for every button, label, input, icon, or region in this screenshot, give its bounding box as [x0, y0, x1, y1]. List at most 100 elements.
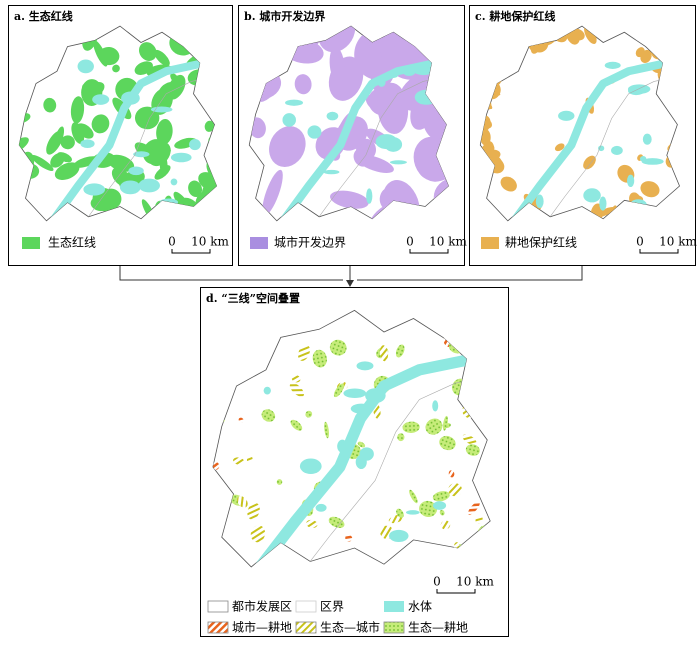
land-patch	[357, 441, 366, 448]
panel-title: c. 耕地保护红线	[475, 9, 555, 23]
land-patch	[212, 462, 220, 470]
legend-label: 生态—城市	[320, 620, 380, 635]
land-patch	[167, 74, 186, 100]
scale-bar	[171, 249, 211, 254]
legend-label: 耕地保护红线	[505, 235, 577, 250]
lake	[388, 529, 409, 542]
land-patch	[305, 410, 313, 418]
land-patch	[554, 143, 565, 152]
land-patch	[19, 45, 34, 70]
map	[248, 25, 449, 222]
land-patch	[485, 417, 491, 430]
lake	[170, 178, 178, 186]
land-patch	[269, 310, 276, 314]
land-patch	[345, 534, 353, 542]
land-patch	[158, 210, 182, 221]
land-patch	[460, 310, 475, 320]
lake	[414, 89, 439, 105]
land-patch	[312, 349, 327, 368]
arrows	[119, 266, 583, 287]
land-patch	[333, 383, 344, 398]
lake	[642, 133, 652, 145]
legend-label: 城市—耕地	[232, 620, 292, 635]
land-patch	[202, 26, 215, 29]
lake	[639, 156, 647, 162]
lake	[405, 510, 420, 515]
land-patch	[328, 516, 345, 529]
land-patch	[645, 181, 657, 195]
land-patch	[19, 137, 22, 160]
land-patch	[460, 335, 473, 351]
land-patch	[71, 122, 85, 144]
lake	[307, 125, 322, 139]
land-patch	[154, 49, 170, 66]
land-patch	[73, 156, 99, 168]
land-patch	[329, 46, 345, 84]
land-patch	[19, 205, 22, 217]
land-patch	[155, 208, 175, 221]
lake	[641, 158, 664, 165]
land-patch	[442, 415, 448, 431]
land-patch	[19, 137, 29, 155]
land-patch	[288, 322, 297, 331]
lake	[535, 194, 544, 209]
lake	[128, 166, 144, 176]
land-patch	[484, 367, 491, 375]
land-patch	[195, 40, 211, 53]
land-patch	[238, 417, 244, 423]
lake	[558, 110, 575, 121]
land-patch	[381, 109, 396, 126]
land-patch	[111, 218, 121, 221]
land-patch	[446, 26, 449, 41]
lake	[611, 145, 623, 155]
lake	[138, 178, 160, 193]
land-patch	[353, 148, 371, 167]
lake	[366, 188, 373, 204]
land-patch	[419, 500, 438, 517]
legend-swatch	[250, 237, 268, 249]
land-patch	[258, 327, 276, 346]
land-patch	[294, 74, 312, 95]
scale-label: 10 km	[659, 235, 697, 249]
lake	[323, 169, 340, 175]
land-patch	[289, 382, 305, 397]
land-patch	[518, 26, 535, 40]
panel-title: a. 生态红线	[14, 9, 73, 23]
river	[255, 353, 474, 567]
land-patch	[306, 519, 318, 529]
panel-title: b. 城市开发边界	[244, 9, 325, 23]
land-patch	[134, 142, 156, 160]
land-patch	[596, 207, 615, 218]
lake	[583, 188, 601, 203]
land-patch	[402, 421, 420, 433]
land-patch	[439, 435, 456, 451]
land-patch	[492, 389, 502, 402]
land-patch	[269, 126, 306, 168]
scale-label: 0	[406, 235, 414, 249]
lake	[375, 134, 398, 150]
land-patch	[458, 548, 469, 561]
river	[49, 59, 205, 221]
land-patch	[570, 28, 585, 41]
land-patch	[54, 162, 80, 180]
legend-label: 都市发展区	[232, 599, 292, 614]
land-patch	[252, 358, 260, 366]
lake	[92, 94, 110, 105]
land-patch	[409, 561, 428, 567]
land-patch	[448, 483, 462, 497]
land-patch	[465, 444, 480, 456]
land-patch	[290, 419, 303, 431]
land-patch	[212, 493, 231, 513]
land-patch	[19, 45, 28, 55]
scale-label: 10 km	[456, 575, 494, 589]
land-patch	[298, 344, 310, 361]
lake	[627, 174, 635, 188]
lake	[189, 138, 201, 151]
land-patch	[19, 215, 24, 221]
land-patch	[432, 491, 450, 502]
land-patch	[226, 359, 240, 373]
lake	[326, 111, 339, 121]
land-patch	[490, 489, 491, 505]
land-patch	[50, 153, 65, 168]
land-patch	[425, 418, 443, 435]
